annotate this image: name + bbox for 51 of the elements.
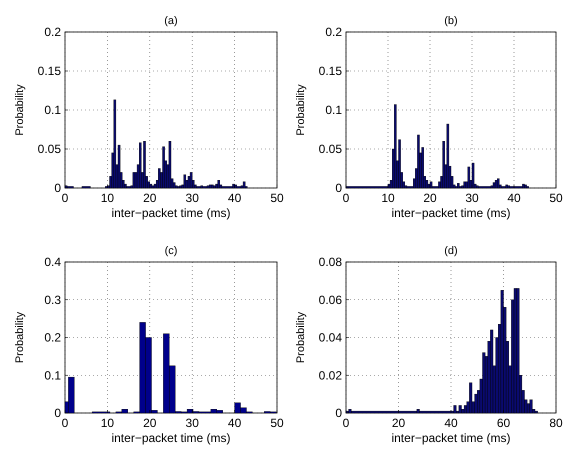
- y-tick-label: 0.02: [318, 368, 342, 382]
- y-tick-label: 0: [335, 181, 342, 195]
- x-axis-title: inter−packet time (ms): [111, 431, 231, 445]
- y-tick-label: 0.06: [318, 292, 342, 307]
- y-tick-label: 0.08: [318, 255, 342, 269]
- y-tick-label: 0.4: [44, 255, 62, 269]
- x-tick-label: 20: [143, 191, 157, 205]
- y-tick-label: 0.05: [38, 142, 62, 156]
- x-tick-label: 30: [465, 191, 479, 205]
- x-axis-title: inter−packet time (ms): [391, 206, 511, 220]
- y-tick-label: 0.2: [325, 25, 342, 39]
- x-tick-label: 40: [444, 416, 458, 430]
- x-tick-label: 80: [549, 416, 563, 430]
- y-tick-label: 0.2: [44, 25, 62, 39]
- chart-title: (d): [444, 245, 458, 257]
- x-tick-label: 40: [507, 191, 521, 205]
- y-tick-label: 0: [54, 406, 62, 420]
- y-tick-label: 0.1: [44, 368, 62, 382]
- x-tick-label: 60: [496, 416, 510, 430]
- x-tick-label: 10: [381, 191, 395, 205]
- x-tick-label: 50: [270, 416, 284, 430]
- x-tick-label: 30: [186, 416, 200, 430]
- y-tick-label: 0.04: [318, 330, 342, 344]
- x-tick-label: 20: [143, 416, 157, 430]
- y-tick-label: 0.15: [38, 64, 62, 78]
- y-tick-label: 0: [54, 181, 62, 195]
- x-tick-label: 20: [423, 191, 437, 205]
- y-axis-title: Probability: [14, 84, 26, 136]
- x-tick-label: 10: [100, 416, 114, 430]
- x-tick-label: 10: [100, 191, 114, 205]
- chart-title: (a): [164, 15, 178, 27]
- y-axis-title: Probability: [295, 311, 307, 364]
- x-axis-title: inter−packet time (ms): [111, 206, 231, 220]
- y-tick-label: 0.2: [44, 330, 62, 344]
- x-tick-label: 40: [228, 191, 242, 205]
- chart-title: (b): [444, 15, 458, 27]
- y-tick-label: 0.15: [318, 64, 342, 78]
- y-axis-title: Probability: [295, 84, 307, 136]
- x-tick-label: 40: [228, 416, 242, 430]
- y-tick-label: 0: [335, 406, 342, 420]
- x-tick-label: 50: [270, 191, 284, 205]
- y-tick-label: 0.05: [318, 142, 342, 156]
- y-tick-label: 0.1: [44, 103, 62, 117]
- y-axis-title: Probability: [14, 311, 26, 364]
- chart-title: (c): [164, 245, 178, 257]
- x-tick-label: 30: [186, 191, 200, 205]
- x-tick-label: 50: [549, 191, 563, 205]
- x-tick-label: 20: [392, 416, 406, 430]
- y-tick-label: 0.1: [325, 103, 342, 117]
- y-tick-label: 0.3: [44, 292, 62, 307]
- x-axis-title: inter−packet time (ms): [391, 431, 511, 445]
